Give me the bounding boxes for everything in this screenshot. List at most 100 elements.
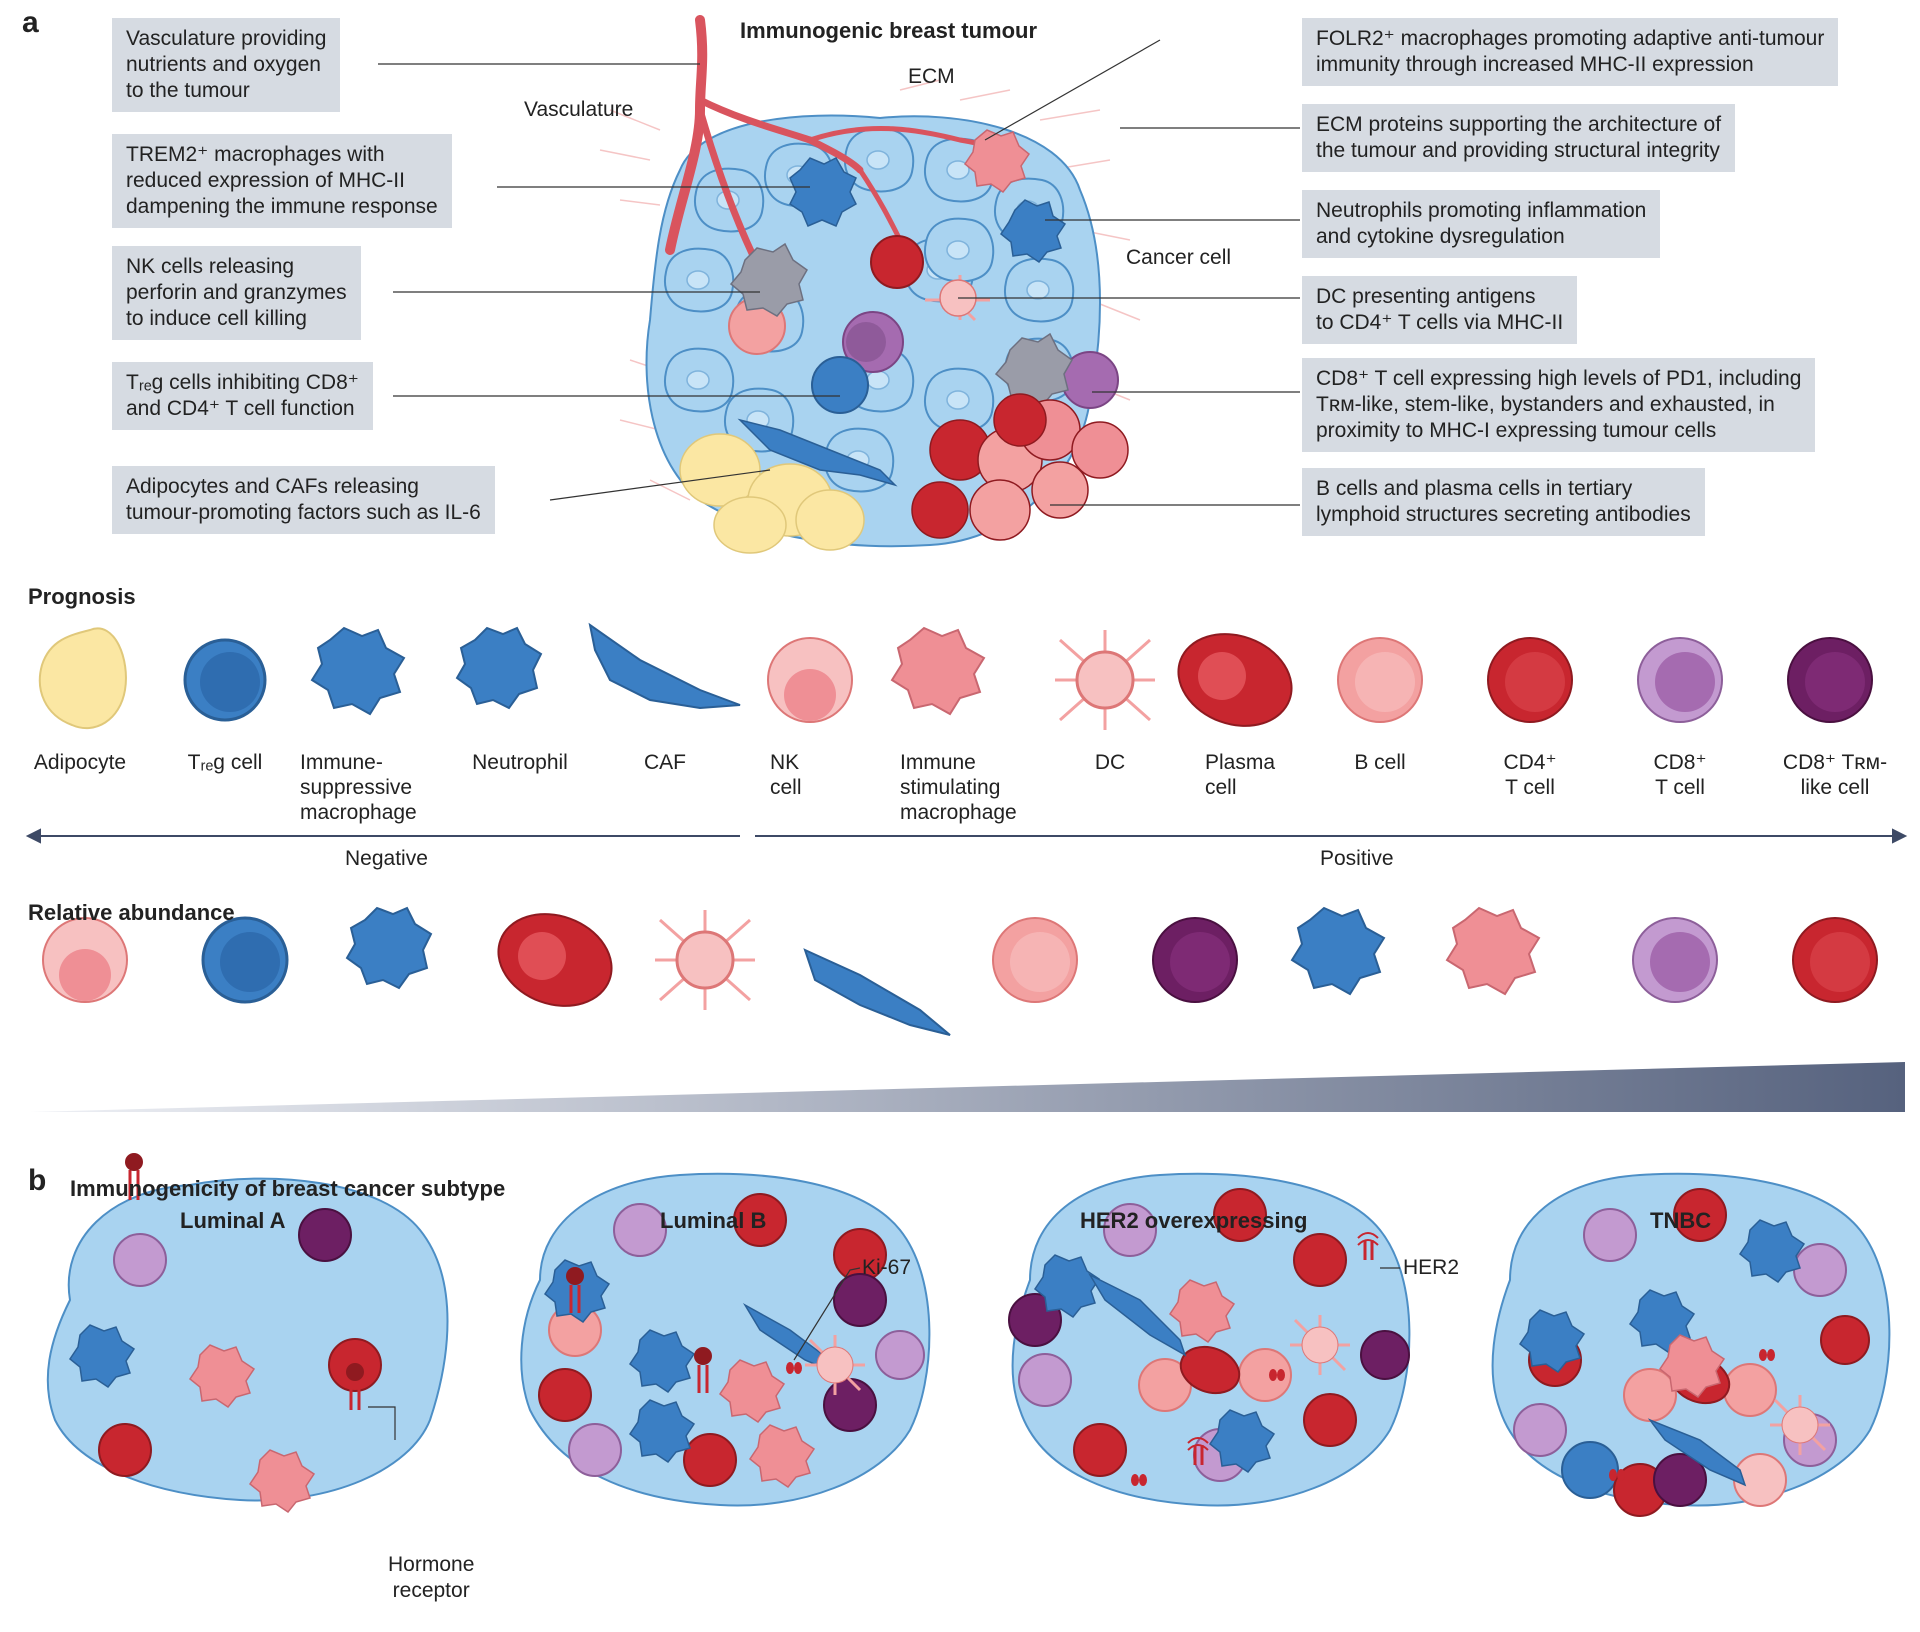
label-dc: DC presenting antigens to CD4⁺ T cells v… <box>1302 276 1578 344</box>
prognosis-caption-caf: CAF <box>615 750 715 775</box>
label-line: to the tumour <box>126 79 250 102</box>
label-line: ECM proteins supporting the architecture… <box>1316 113 1722 136</box>
caption-line: Adipocyte <box>33 751 127 774</box>
label-line: perforin and granzymes <box>126 281 347 304</box>
caption-line: suppressive <box>300 776 413 799</box>
label-ecm-proteins: ECM proteins supporting the architecture… <box>1302 104 1736 172</box>
prognosis-negative-label: Negative <box>345 847 428 870</box>
prognosis-caption-cd8-trm-like-cell: CD8⁺ Tʀᴍ- like cell <box>1770 750 1900 800</box>
label-line: DC presenting antigens <box>1316 285 1536 308</box>
subtype-luminal-a: Luminal A <box>180 1208 286 1233</box>
label-nk-cells: NK cells releasing perforin and granzyme… <box>112 246 361 340</box>
caption-line: DC <box>1094 751 1126 774</box>
label-line: Vasculature providing <box>126 27 327 50</box>
abundance-immune-stimulating-macrophage <box>1445 906 1541 996</box>
panel-a-title: Immunogenic breast tumour <box>740 18 1038 43</box>
callout-line: receptor <box>392 1579 470 1602</box>
prognosis-immune-suppressive-macrophage <box>310 626 406 716</box>
label-line: to induce cell killing <box>126 307 307 330</box>
ecm-label: ECM <box>908 65 955 88</box>
caption-line: Plasma <box>1205 751 1276 774</box>
label-line: reduced expression of MHC-II <box>126 169 405 192</box>
caption-line: Neutrophil <box>472 751 568 774</box>
panel-b-letter: b <box>28 1164 47 1197</box>
label-line: Tʀᴍ-like, stem-like, bystanders and exha… <box>1316 393 1775 416</box>
label-line: dampening the immune response <box>126 195 438 218</box>
abundance-neutrophil <box>345 906 433 990</box>
vasculature-label: Vasculature <box>524 98 634 121</box>
subtype-tnbc: TNBC <box>1650 1208 1712 1233</box>
prognosis-nk-cell <box>767 637 853 723</box>
subtype-her2-overexpressing: HER2 overexpressing <box>1080 1208 1308 1233</box>
caption-line: cell <box>1205 776 1237 799</box>
subtype-luminal-b: Luminal B <box>660 1208 767 1233</box>
label-folr2-macrophages: FOLR2⁺ macrophages promoting adaptive an… <box>1302 18 1839 86</box>
prognosis-caption-b-cell: B cell <box>1330 750 1430 775</box>
abundance-plasma-cell <box>497 913 613 1007</box>
label-line: Tᵣₑg cells inhibiting CD8⁺ <box>126 371 359 394</box>
tumour-immune-cells <box>679 129 1129 554</box>
caption-line: macrophage <box>900 801 1017 824</box>
abundance-b-cell <box>992 917 1078 1003</box>
panel-a-letter: a <box>22 6 39 39</box>
prognosis-caption-immune-stimulating-macrophage: Immune stimulating macrophage <box>900 750 1040 825</box>
label-line: immunity through increased MHC-II expres… <box>1316 53 1754 76</box>
label-trem2-macrophages: TREM2⁺ macrophages with reduced expressi… <box>112 134 452 228</box>
cancer-cell-label: Cancer cell <box>1126 246 1232 269</box>
label-line: NK cells releasing <box>126 255 295 278</box>
caption-line: macrophage <box>300 801 417 824</box>
caption-line: cell <box>770 776 802 799</box>
caption-line: T cell <box>1505 776 1555 799</box>
caption-line: B cell <box>1354 751 1406 774</box>
caption-line: CD8⁺ Tʀᴍ- <box>1782 751 1888 774</box>
prognosis-caption-cd8-t-cell: CD8⁺ T cell <box>1630 750 1730 800</box>
prognosis-title: Prognosis <box>28 584 136 609</box>
abundance-caf <box>803 948 951 1036</box>
caption-line: stimulating <box>900 776 1001 799</box>
caption-line: Immune <box>900 751 976 774</box>
prognosis-caption-cd4-t-cell: CD4⁺ T cell <box>1480 750 1580 800</box>
caption-line: NK <box>770 751 800 774</box>
label-line: and cytokine dysregulation <box>1316 225 1565 248</box>
abundance-gradient-wedge <box>30 1062 1905 1112</box>
prognosis-plasma-cell <box>1177 633 1293 727</box>
caption-line: CD8⁺ <box>1653 751 1707 774</box>
label-line: nutrients and oxygen <box>126 53 321 76</box>
relative-abundance-title: Relative abundance <box>28 900 235 925</box>
prognosis-caption-neutrophil: Neutrophil <box>455 750 585 775</box>
label-line: B cells and plasma cells in tertiary <box>1316 477 1633 500</box>
hormone-receptor-label: Hormone receptor <box>388 1552 474 1604</box>
label-line: and CD4⁺ T cell function <box>126 397 355 420</box>
label-adipocytes-cafs: Adipocytes and CAFs releasing tumour-pro… <box>112 466 495 534</box>
label-b-plasma-cells: B cells and plasma cells in tertiary lym… <box>1302 468 1705 536</box>
prognosis-cd8-t-cell <box>1637 637 1723 723</box>
label-line: proximity to MHC-I expressing tumour cel… <box>1316 419 1717 442</box>
caption-line: T cell <box>1655 776 1705 799</box>
prognosis-adipocyte <box>38 627 127 730</box>
callout-line: Hormone <box>388 1553 475 1576</box>
abundance-dc <box>655 910 755 1010</box>
panel-b-title: Immunogenicity of breast cancer subtype <box>70 1176 506 1201</box>
prognosis-caf <box>588 622 741 710</box>
panel-b-tumours <box>46 1153 1891 1517</box>
prognosis-caption-dc: DC <box>1060 750 1160 775</box>
abundance-cd4-t-cell <box>1792 917 1878 1003</box>
label-line: Neutrophils promoting inflammation <box>1316 199 1647 222</box>
prognosis-neutrophil <box>455 626 543 710</box>
prognosis-immune-stimulating-macrophage <box>890 626 986 716</box>
abundance-nk-cell <box>42 917 128 1003</box>
abundance-immune-suppressive-macrophage <box>1290 906 1386 996</box>
prognosis-positive-label: Positive <box>1320 847 1394 870</box>
leader-lines <box>378 39 1300 506</box>
ki67-label: Ki-67 <box>862 1256 912 1279</box>
caption-line: like cell <box>1800 776 1870 799</box>
caption-line: Tᵣₑg cell <box>187 751 263 774</box>
label-neutrophils: Neutrophils promoting inflammation and c… <box>1302 190 1661 258</box>
caption-line: Immune- <box>300 751 383 774</box>
prognosis-arrows <box>25 828 1908 844</box>
prognosis-cells <box>38 622 1873 730</box>
label-cd8-t-cell: CD8⁺ T cell expressing high levels of PD… <box>1302 358 1816 452</box>
tnbc-tumour <box>1491 1172 1891 1517</box>
label-treg-cells: Tᵣₑg cells inhibiting CD8⁺ and CD4⁺ T ce… <box>112 362 373 430</box>
label-line: TREM2⁺ macrophages with <box>126 143 385 166</box>
